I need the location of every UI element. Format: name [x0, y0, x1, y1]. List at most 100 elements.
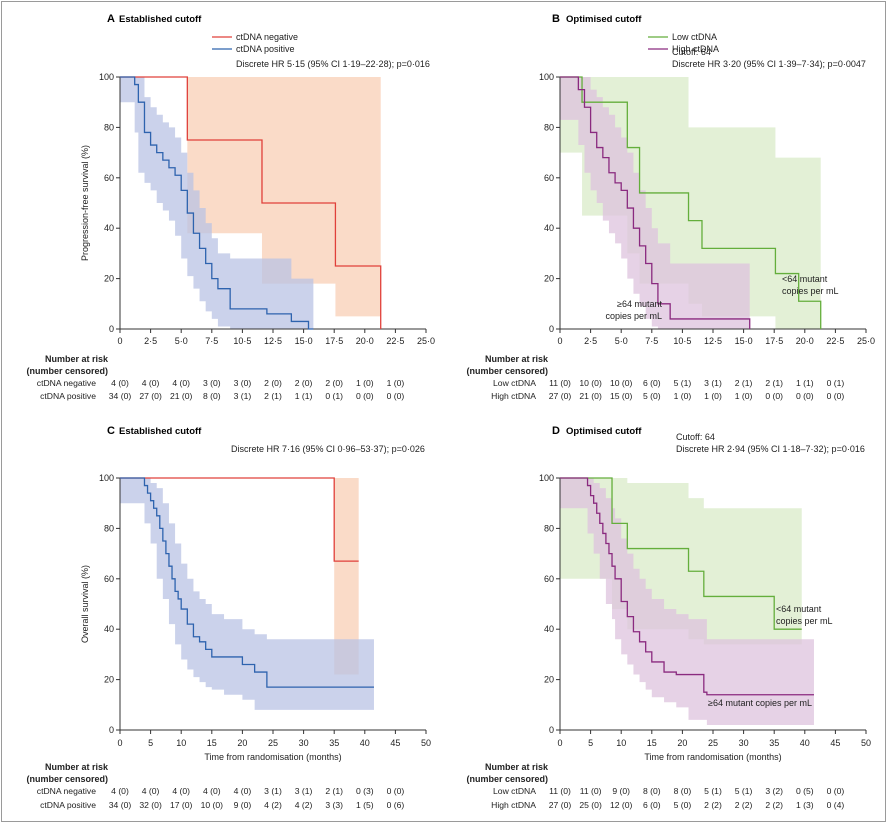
panel-a-risk-cell: 0 (0): [387, 391, 405, 401]
panel-d-risk-cell: 3 (2): [765, 786, 783, 796]
panel-a-risk-cell: 3 (0): [203, 378, 221, 388]
panel-d-risk-cell: 5 (1): [735, 786, 753, 796]
panel-b-risk-cell: 1 (1): [796, 378, 814, 388]
panel-c-y-tick-label: 80: [104, 523, 114, 533]
panel-d-risk-header: Number at risk: [485, 762, 549, 772]
panel-c-x-tick-label: 45: [390, 738, 400, 748]
panel-a-risk-header: Number at risk: [45, 354, 109, 364]
panel-b-risk-cell: 0 (0): [827, 391, 845, 401]
panel-a-y-tick-label: 0: [109, 324, 114, 334]
panel-d-hr-annotation: Discrete HR 2·94 (95% CI 1·18–7·32); p=0…: [676, 444, 865, 454]
panel-c-risk-cell: 1 (5): [356, 800, 374, 810]
panel-d-x-tick-label: 10: [616, 738, 626, 748]
panel-b-x-tick-label: 5·0: [615, 336, 628, 346]
panel-a-risk-cell: 0 (0): [356, 391, 374, 401]
panel-d-risk-cell: 27 (0): [549, 800, 572, 810]
panel-b-risk-cell: 1 (0): [704, 391, 722, 401]
panel-b-x-tick-label: 22·5: [826, 336, 844, 346]
panel-d-risk-subheader: (number censored): [466, 774, 548, 784]
panel-c-risk-cell: 9 (0): [234, 800, 252, 810]
panel-a-risk-cell: 1 (0): [356, 378, 374, 388]
panel-d-risk-cell: 2 (2): [765, 800, 783, 810]
panel-c-x-tick-label: 10: [176, 738, 186, 748]
panel-c-risk-cell: 10 (0): [201, 800, 224, 810]
panel-c-risk-row-label: ctDNA negative: [37, 786, 96, 796]
panel-a-risk-cell: 34 (0): [109, 391, 132, 401]
panel-b-legend-label: High ctDNA: [672, 44, 719, 54]
panel-d-curve-low-ctdna: [560, 477, 802, 630]
panel-c-x-tick-label: 25: [268, 738, 278, 748]
panel-a-risk-cell: 2 (0): [325, 378, 343, 388]
panel-c-x-tick-label: 30: [299, 738, 309, 748]
panel-d-x-tick-label: 50: [861, 738, 871, 748]
panel-d-x-tick-label: 35: [769, 738, 779, 748]
panel-d-x-tick-label: 40: [800, 738, 810, 748]
panel-d-risk-cell: 12 (0): [610, 800, 633, 810]
panel-a-risk-cell: 27 (0): [139, 391, 162, 401]
panel-d-x-tick-label: 25: [708, 738, 718, 748]
panel-b-risk-cell: 10 (0): [579, 378, 602, 388]
panel-a-x-tick-label: 25·0: [417, 336, 435, 346]
panel-a-x-tick-label: 17·5: [325, 336, 343, 346]
panel-a-x-tick-label: 10·5: [233, 336, 251, 346]
panel-a-x-tick-label: 15·0: [295, 336, 313, 346]
panel-b-x-tick-label: 17·5: [765, 336, 783, 346]
panel-b-title: Optimised cutoff: [566, 14, 642, 25]
panel-a-legend-label: ctDNA negative: [236, 32, 298, 42]
panel-d-curve-high-ctdna: [560, 477, 814, 696]
panel-b-risk-cell: 3 (1): [704, 378, 722, 388]
panel-c-risk-cell: 0 (3): [356, 786, 374, 796]
panel-d-risk-cell: 11 (0): [549, 786, 571, 796]
panel-b-risk-cell: 0 (0): [765, 391, 783, 401]
panel-b-band-high-ctdna: [560, 77, 750, 329]
panel-b-y-tick-label: 0: [549, 324, 554, 334]
panel-d-title: Optimised cutoff: [566, 426, 642, 437]
panel-c-band-ctdna-positive: [120, 478, 374, 710]
panel-b-risk-cell: 1 (0): [674, 391, 692, 401]
panel-a-risk-cell: 4 (0): [142, 378, 160, 388]
panel-b-risk-cell: 21 (0): [579, 391, 602, 401]
panel-d-curve-label-low: copies per mL: [776, 616, 833, 626]
panel-a-x-tick-label: 5·0: [175, 336, 188, 346]
panel-c-hr-annotation: Discrete HR 7·16 (95% CI 0·96–53·37); p=…: [231, 444, 425, 454]
panel-c-curve-ctdna-positive: [120, 477, 374, 688]
panel-d-risk-cell: 6 (0): [643, 800, 661, 810]
panel-c-risk-cell: 4 (0): [234, 786, 252, 796]
panel-c-x-tick-label: 0: [117, 738, 122, 748]
panel-a-risk-cell: 2 (1): [264, 391, 282, 401]
panel-b-y-tick-label: 80: [544, 122, 554, 132]
panel-b-risk-header: Number at risk: [485, 354, 549, 364]
panel-c-x-tick-label: 15: [207, 738, 217, 748]
panel-b-risk-cell: 5 (0): [643, 391, 661, 401]
panel-b-x-tick-label: 2·5: [584, 336, 597, 346]
panel-c-x-tick-label: 20: [237, 738, 247, 748]
panel-c-curve-ctdna-negative: [120, 477, 359, 562]
panel-a-x-tick-label: 22·5: [386, 336, 404, 346]
panel-a-risk-row-label: ctDNA negative: [37, 378, 96, 388]
panel-c-risk-cell: 4 (2): [264, 800, 282, 810]
panel-a-risk-cell: 0 (1): [325, 391, 343, 401]
panel-d-risk-cell: 1 (3): [796, 800, 814, 810]
panel-d-risk-cell: 2 (2): [735, 800, 753, 810]
panel-a-y-label: Progression-free survival (%): [80, 145, 90, 261]
panel-a-risk-cell: 2 (0): [295, 378, 313, 388]
panel-c-y-label: Overall survival (%): [80, 565, 90, 643]
panel-a-risk-cell: 1 (1): [295, 391, 313, 401]
panel-b-risk-cell: 1 (0): [735, 391, 753, 401]
panel-a-x-tick-label: 20·0: [356, 336, 374, 346]
panel-d-risk-row-label: High ctDNA: [491, 800, 536, 810]
panel-b-y-tick-label: 100: [539, 72, 554, 82]
panel-d-risk-row-label: Low ctDNA: [493, 786, 536, 796]
panel-b-risk-cell: 15 (0): [610, 391, 633, 401]
panel-d-risk-cell: 0 (0): [827, 786, 845, 796]
panel-c-x-tick-label: 5: [148, 738, 153, 748]
panel-c-risk-cell: 0 (0): [387, 786, 405, 796]
panel-b-hr-annotation: Cutoff: 64: [672, 47, 711, 57]
panel-b-curve-label-high: copies per mL: [605, 311, 662, 321]
panel-b-y-tick-label: 40: [544, 223, 554, 233]
panel-b-x-tick-label: 15·0: [735, 336, 753, 346]
panel-d-risk-cell: 5 (1): [704, 786, 722, 796]
panel-a-band-ctdna-negative: [120, 77, 381, 317]
panel-c-y-tick-label: 100: [99, 473, 114, 483]
